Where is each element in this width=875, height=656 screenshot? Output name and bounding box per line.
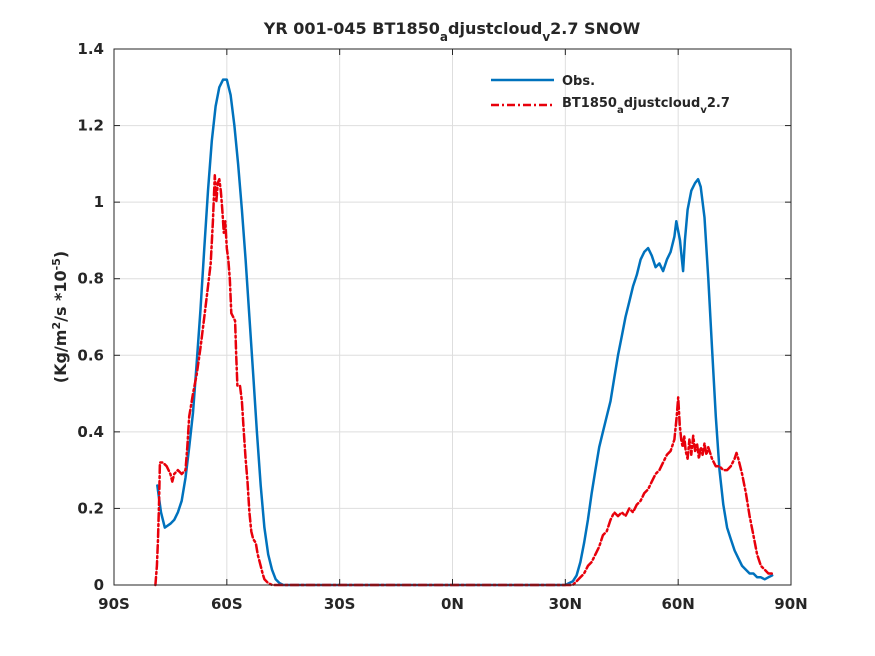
y-tick-label: 0.2 (77, 499, 104, 517)
y-tick-label: 1.4 (77, 40, 104, 58)
y-tick-label: 0 (94, 576, 104, 594)
y-tick-label: 0.6 (77, 346, 104, 364)
x-tick-label: 30S (324, 595, 356, 613)
series-line-model (154, 174, 774, 587)
legend-label-obs: Obs. (562, 74, 595, 89)
x-tick-label: 90N (774, 595, 807, 613)
series-layer (154, 78, 774, 587)
chart-title: YR 001-045 BT1850adjustcloudv2.7 SNOW (263, 19, 641, 44)
axis-ticks: 90S 60S 30S 0N 30N 60N 90N 0 0.2 0.4 0.6 0.8 1 1.2 1.4 (77, 40, 807, 613)
x-tick-label: 0N (441, 595, 464, 613)
y-axis-label: (Kg/m2/s *10-5) (50, 251, 71, 383)
y-tick-label: 1 (94, 193, 104, 211)
grid-lines (114, 49, 791, 585)
y-tick-label: 0.8 (77, 270, 104, 288)
x-tick-label: 60S (211, 595, 243, 613)
legend-label-model: BT1850adjustcloudv2.7 (562, 96, 730, 116)
x-tick-label: 90S (98, 595, 130, 613)
series-line-obs (156, 78, 774, 587)
y-tick-label: 1.2 (77, 117, 104, 135)
y-tick-label: 0.4 (77, 423, 104, 441)
legend: Obs. BT1850adjustcloudv2.7 (491, 74, 730, 116)
x-tick-label: 60N (661, 595, 694, 613)
x-tick-label: 30N (549, 595, 582, 613)
